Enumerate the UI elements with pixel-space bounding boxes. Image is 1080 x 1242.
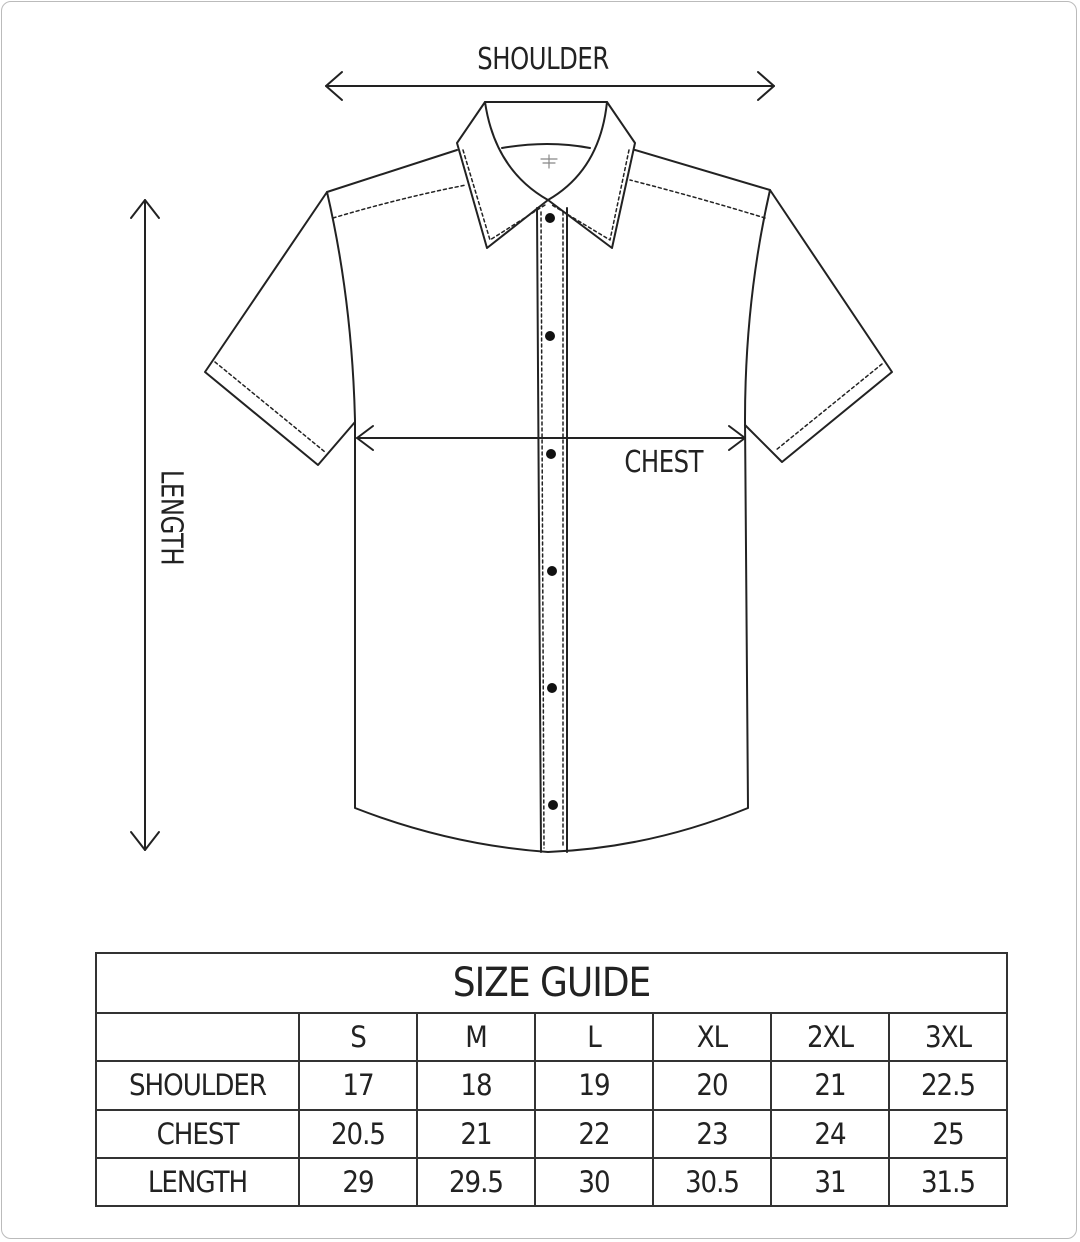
chest-arrow	[356, 425, 746, 451]
shirt-body	[326, 149, 771, 853]
collar	[456, 101, 636, 249]
cell: 29.5	[416, 1156, 536, 1208]
shoulder-arrow	[325, 71, 775, 101]
cell: 30.5	[652, 1156, 772, 1208]
button	[547, 566, 557, 576]
button	[547, 683, 557, 693]
cell: 22	[534, 1108, 654, 1159]
button	[548, 800, 558, 810]
row-label: LENGTH	[95, 1156, 300, 1208]
size-header: 3XL	[888, 1011, 1008, 1063]
length-label: LENGTH	[153, 469, 189, 566]
cell: 21	[770, 1060, 890, 1111]
table-row: SHOULDER 17 18 19 20 21 22.5	[95, 1060, 1008, 1111]
cell: 24	[770, 1108, 890, 1159]
size-header: L	[534, 1011, 654, 1063]
left-sleeve	[204, 191, 356, 466]
cell: 30	[534, 1156, 654, 1208]
button	[546, 449, 556, 459]
size-header: S	[298, 1011, 418, 1063]
cell: 20	[652, 1060, 772, 1111]
table-row: CHEST 20.5 21 22 23 24 25	[95, 1108, 1008, 1159]
button	[545, 213, 555, 223]
chest-label: CHEST	[624, 445, 703, 480]
cell: 19	[534, 1060, 654, 1111]
brand-logo	[540, 154, 558, 169]
cell: 20.5	[298, 1108, 418, 1159]
cell: 21	[416, 1108, 536, 1159]
cell: 31.5	[888, 1156, 1008, 1208]
buttons	[545, 213, 558, 810]
size-header: 2XL	[770, 1011, 890, 1063]
table-header-row: S M L XL 2XL 3XL	[95, 1011, 1008, 1063]
row-label: SHOULDER	[95, 1060, 300, 1111]
cell: 25	[888, 1108, 1008, 1159]
shoulder-label: SHOULDER	[477, 42, 609, 77]
empty-header-cell	[95, 1011, 300, 1063]
placket	[536, 207, 568, 853]
row-label: CHEST	[95, 1108, 300, 1159]
button	[545, 331, 555, 341]
size-guide-table: SIZE GUIDE S M L XL 2XL 3XL SHOULDER 17 …	[95, 952, 1008, 1208]
right-sleeve	[744, 189, 893, 463]
length-arrow	[130, 199, 160, 851]
cell: 18	[416, 1060, 536, 1111]
table-title: SIZE GUIDE	[95, 952, 1008, 1014]
table-row: LENGTH 29 29.5 30 30.5 31 31.5	[95, 1156, 1008, 1208]
cell: 17	[298, 1060, 418, 1111]
size-header: M	[416, 1011, 536, 1063]
cell: 29	[298, 1156, 418, 1208]
cell: 22.5	[888, 1060, 1008, 1111]
cell: 23	[652, 1108, 772, 1159]
size-header: XL	[652, 1011, 772, 1063]
shirt-diagram	[130, 71, 893, 853]
cell: 31	[770, 1156, 890, 1208]
